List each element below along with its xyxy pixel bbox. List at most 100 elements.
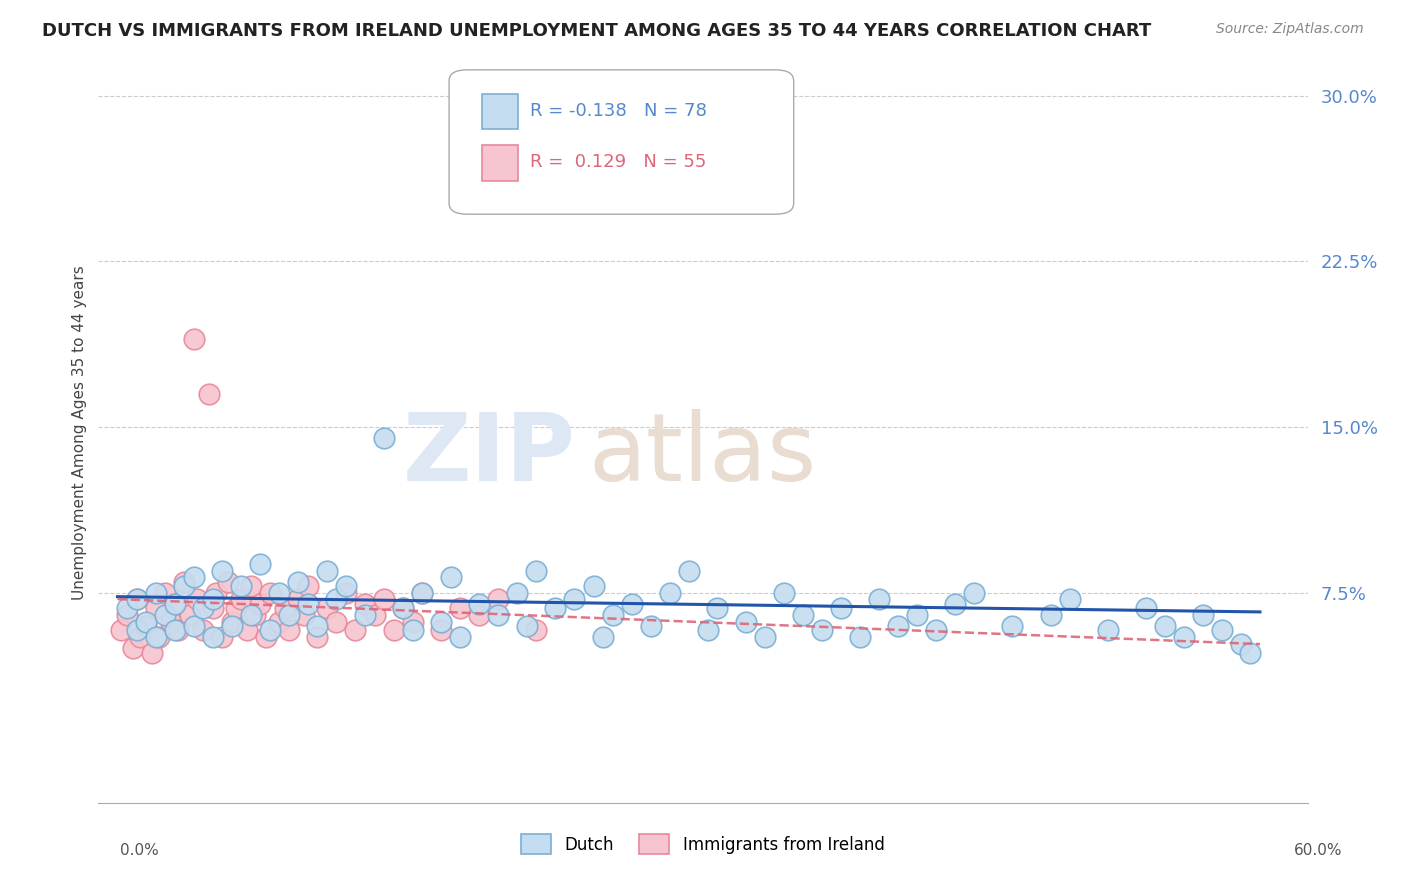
Point xyxy=(225,601,247,615)
Point xyxy=(392,601,415,615)
Point xyxy=(153,607,176,622)
FancyBboxPatch shape xyxy=(482,94,517,129)
Point xyxy=(173,579,195,593)
Point xyxy=(354,607,377,622)
Point xyxy=(811,624,834,638)
Point xyxy=(411,586,433,600)
Text: ZIP: ZIP xyxy=(404,409,576,500)
Point xyxy=(1001,619,1024,633)
Legend: Dutch, Immigrants from Ireland: Dutch, Immigrants from Ireland xyxy=(515,828,891,861)
Point xyxy=(277,607,299,622)
Point xyxy=(486,607,509,622)
Point xyxy=(236,624,259,638)
Point xyxy=(734,615,756,629)
Point xyxy=(297,597,319,611)
Point xyxy=(115,601,138,615)
Point xyxy=(307,619,329,633)
Point xyxy=(115,607,138,622)
Point xyxy=(411,586,433,600)
Point xyxy=(440,570,463,584)
Point xyxy=(725,154,748,169)
Point xyxy=(658,586,681,600)
Point xyxy=(1173,630,1195,644)
Point xyxy=(191,624,214,638)
Point xyxy=(201,630,224,644)
Text: R =  0.129   N = 55: R = 0.129 N = 55 xyxy=(530,153,706,171)
Point xyxy=(754,630,776,644)
Text: R = -0.138   N = 78: R = -0.138 N = 78 xyxy=(530,102,707,120)
Point xyxy=(963,586,986,600)
Point xyxy=(430,624,453,638)
Point xyxy=(592,630,614,644)
Point xyxy=(173,574,195,589)
Point xyxy=(145,601,167,615)
Point xyxy=(274,601,297,615)
Point xyxy=(1239,646,1261,660)
Point xyxy=(129,630,152,644)
Point xyxy=(524,624,547,638)
Point xyxy=(401,615,423,629)
Point xyxy=(401,624,423,638)
FancyBboxPatch shape xyxy=(482,145,517,181)
Text: 0.0%: 0.0% xyxy=(120,843,159,858)
Point xyxy=(363,607,385,622)
Point xyxy=(887,619,910,633)
Point xyxy=(430,615,453,629)
Point xyxy=(602,607,624,622)
Point xyxy=(316,564,339,578)
Point xyxy=(135,615,157,629)
Point xyxy=(316,601,339,615)
Point xyxy=(925,624,948,638)
Point xyxy=(239,579,262,593)
Point xyxy=(163,597,186,611)
Point xyxy=(392,601,415,615)
Point xyxy=(344,624,367,638)
Point xyxy=(292,607,315,622)
Point xyxy=(186,592,208,607)
Point xyxy=(145,630,167,644)
Point xyxy=(564,592,586,607)
Point xyxy=(148,630,170,644)
Point xyxy=(382,624,405,638)
Point xyxy=(354,597,377,611)
Point xyxy=(231,592,253,607)
Point xyxy=(1039,607,1062,622)
Text: 60.0%: 60.0% xyxy=(1295,843,1343,858)
Y-axis label: Unemployment Among Ages 35 to 44 years: Unemployment Among Ages 35 to 44 years xyxy=(72,265,87,600)
Point xyxy=(201,592,224,607)
Point xyxy=(287,592,309,607)
Point xyxy=(582,579,605,593)
Point xyxy=(297,579,319,593)
Point xyxy=(524,564,547,578)
Point xyxy=(287,574,309,589)
Text: Source: ZipAtlas.com: Source: ZipAtlas.com xyxy=(1216,22,1364,37)
Point xyxy=(121,641,143,656)
Point xyxy=(905,607,928,622)
Point xyxy=(620,597,643,611)
Point xyxy=(678,564,700,578)
Point xyxy=(849,630,872,644)
Point xyxy=(277,624,299,638)
Point xyxy=(1211,624,1233,638)
Point xyxy=(1192,607,1215,622)
Point xyxy=(325,615,347,629)
Point xyxy=(1059,592,1081,607)
Point xyxy=(259,624,281,638)
Point xyxy=(325,592,347,607)
Text: atlas: atlas xyxy=(588,409,817,500)
Point xyxy=(373,431,395,445)
Point xyxy=(868,592,890,607)
Point xyxy=(135,619,157,633)
Point xyxy=(125,592,148,607)
Point xyxy=(141,646,163,660)
Point xyxy=(1230,637,1253,651)
Point xyxy=(468,597,491,611)
FancyBboxPatch shape xyxy=(449,70,793,214)
Point xyxy=(259,586,281,600)
Point xyxy=(167,624,190,638)
Point xyxy=(179,607,201,622)
Text: DUTCH VS IMMIGRANTS FROM IRELAND UNEMPLOYMENT AMONG AGES 35 TO 44 YEARS CORRELAT: DUTCH VS IMMIGRANTS FROM IRELAND UNEMPLO… xyxy=(42,22,1152,40)
Point xyxy=(145,586,167,600)
Point xyxy=(201,601,224,615)
Point xyxy=(830,601,852,615)
